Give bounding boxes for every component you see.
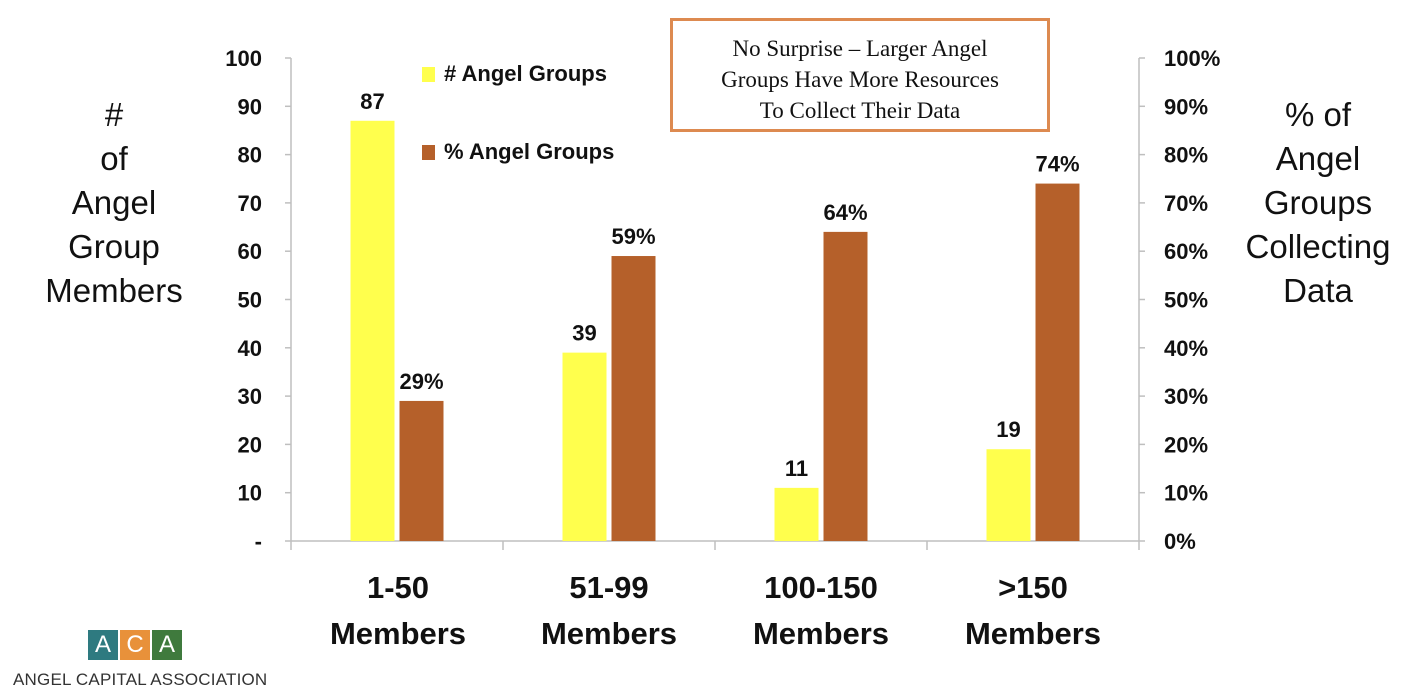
right-axis-title-line: Angel <box>1275 140 1361 177</box>
category-label-line: Members <box>752 616 890 651</box>
tick-labels: - 0% 10 10% 20 20% 30 30% 40 40% 50 50% 60 60% 70 70% 80… <box>225 46 1220 554</box>
left-axis-title-line: Group <box>68 228 160 265</box>
bar-count <box>350 120 395 541</box>
left-tick-label: 100 <box>225 46 262 71</box>
left-tick-label: 10 <box>238 481 262 506</box>
legend-item-count: # Angel Groups <box>422 61 607 87</box>
right-tick-label: 100% <box>1164 46 1220 71</box>
category-label-line: 100-150 <box>764 570 878 605</box>
data-label-count: 39 <box>572 321 596 346</box>
left-axis-title-line: Members <box>45 272 183 309</box>
category-label-line: 1-50 <box>366 570 430 605</box>
data-label-count: 11 <box>785 456 808 481</box>
left-axis-title-line: Angel <box>71 184 157 221</box>
right-tick-label: 90% <box>1164 94 1208 119</box>
bar-percent <box>399 400 444 541</box>
category-label-1-50: 1-50 Members <box>293 565 503 657</box>
category-label-line: Members <box>964 616 1102 651</box>
right-axis-title-line: Data <box>1283 272 1353 309</box>
callout-line: No Surprise – Larger Angel <box>732 36 988 61</box>
left-tick-label: 20 <box>238 432 262 457</box>
callout-line: Groups Have More Resources <box>721 67 999 92</box>
legend-swatch-count <box>422 66 435 82</box>
callout-box: No Surprise – Larger Angel Groups Have M… <box>670 18 1050 132</box>
aca-logo-tiles: A C A <box>88 630 184 660</box>
right-axis-title-line: % of <box>1284 96 1352 133</box>
aca-logo-tile: A <box>152 630 182 660</box>
data-label-percent: 29% <box>399 369 443 394</box>
data-label-count: 19 <box>996 417 1020 442</box>
left-axis-title-line: of <box>100 140 128 177</box>
right-axis-title-line: Groups <box>1263 184 1373 221</box>
data-label-percent: 64% <box>823 200 867 225</box>
legend-label-percent: % Angel Groups <box>444 139 615 164</box>
right-tick-label: 0% <box>1164 529 1196 554</box>
left-tick-label: 70 <box>238 191 262 216</box>
right-tick-label: 70% <box>1164 191 1208 216</box>
left-tick-label: - <box>255 529 262 554</box>
data-label-percent: 74% <box>1035 152 1079 177</box>
category-label-51-99: 51-99 Members <box>504 565 714 657</box>
right-tick-label: 50% <box>1164 288 1208 313</box>
bar-percent <box>1035 183 1080 541</box>
data-labels: 87 29% 39 59% 11 64% 19 74% <box>360 89 1079 481</box>
right-tick-label: 10% <box>1164 481 1208 506</box>
aca-logo-name: ANGEL CAPITAL ASSOCIATION <box>13 670 268 689</box>
legend-item-percent: % Angel Groups <box>422 139 614 165</box>
data-label-percent: 59% <box>611 224 655 249</box>
aca-logo-tile: A <box>88 630 118 660</box>
right-tick-label: 40% <box>1164 336 1208 361</box>
right-tick-label: 80% <box>1164 143 1208 168</box>
right-tick-label: 30% <box>1164 384 1208 409</box>
right-tick-label: 20% <box>1164 432 1208 457</box>
aca-logo: A C A ANGEL CAPITAL ASSOCIATION <box>8 626 268 692</box>
aca-logo-tile: C <box>120 630 150 660</box>
category-label-line: >150 <box>998 570 1068 605</box>
left-tick-label: 90 <box>238 94 262 119</box>
category-label-100-150: 100-150 Members <box>716 565 926 657</box>
left-tick-label: 60 <box>238 239 262 264</box>
legend-label-count: # Angel Groups <box>444 61 607 86</box>
bar-percent <box>823 231 868 541</box>
left-tick-label: 30 <box>238 384 262 409</box>
bars <box>350 120 1080 541</box>
left-tick-label: 80 <box>238 143 262 168</box>
left-tick-label: 40 <box>238 336 262 361</box>
bar-count <box>986 449 1031 541</box>
callout-line: To Collect Their Data <box>759 98 961 123</box>
bar-count <box>562 352 607 541</box>
right-axis-title: % of Angel Groups Collecting Data <box>1226 93 1410 313</box>
category-label-line: Members <box>540 616 678 651</box>
right-axis-title-line: Collecting <box>1245 228 1391 265</box>
left-axis-title: # of Angel Group Members <box>24 93 204 313</box>
legend-swatch-percent <box>422 144 435 160</box>
category-label-over-150: >150 Members <box>928 565 1138 657</box>
right-tick-label: 60% <box>1164 239 1208 264</box>
data-label-count: 87 <box>360 89 384 114</box>
category-label-line: Members <box>329 616 467 651</box>
bar-count <box>774 487 819 541</box>
bar-percent <box>611 256 656 541</box>
category-label-line: 51-99 <box>569 570 649 605</box>
left-axis-title-line: # <box>104 96 124 133</box>
left-tick-label: 50 <box>238 288 262 313</box>
